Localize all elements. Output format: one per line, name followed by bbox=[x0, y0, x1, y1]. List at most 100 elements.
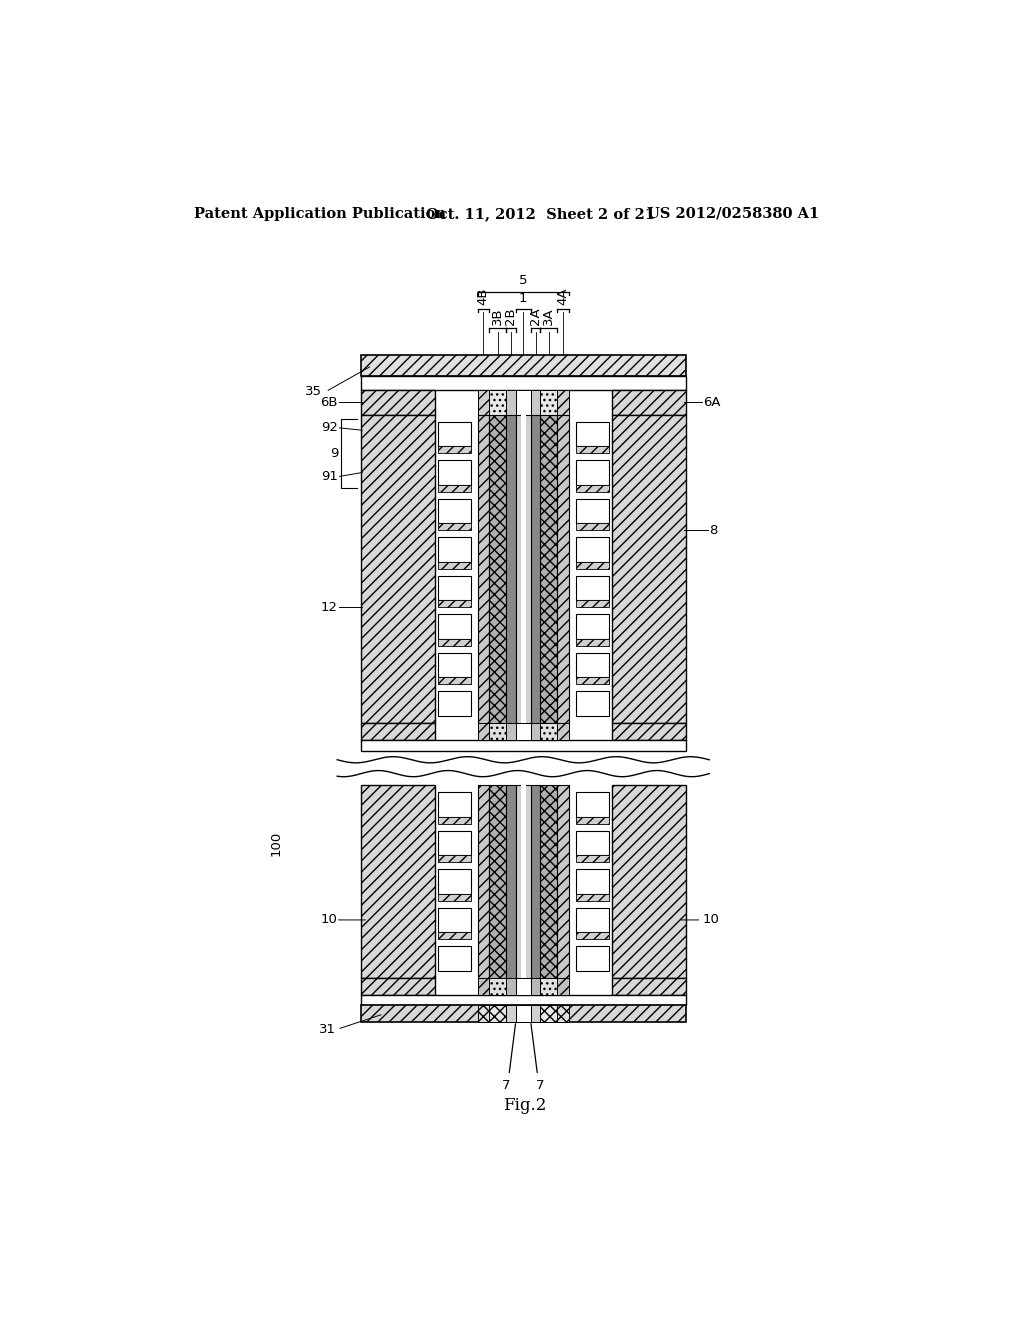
Text: 3A: 3A bbox=[543, 308, 555, 325]
Bar bbox=[575, 499, 608, 523]
Bar bbox=[489, 723, 506, 739]
Bar bbox=[575, 855, 608, 862]
Bar bbox=[521, 785, 525, 978]
Bar bbox=[506, 391, 515, 414]
Text: 6A: 6A bbox=[703, 396, 721, 409]
Bar bbox=[575, 446, 608, 453]
Bar bbox=[515, 391, 531, 414]
Bar bbox=[438, 946, 471, 970]
Bar bbox=[438, 894, 471, 900]
Bar bbox=[360, 355, 686, 376]
Text: 5: 5 bbox=[519, 275, 527, 286]
Bar bbox=[531, 1006, 541, 1022]
Text: 7: 7 bbox=[536, 1078, 545, 1092]
Text: 4B: 4B bbox=[477, 288, 489, 305]
Text: 12: 12 bbox=[321, 601, 337, 614]
Bar bbox=[575, 792, 608, 817]
Bar bbox=[477, 978, 489, 995]
Bar bbox=[438, 601, 471, 607]
Bar bbox=[541, 1006, 557, 1022]
Bar bbox=[575, 908, 608, 932]
Bar bbox=[557, 978, 569, 995]
Bar bbox=[360, 376, 686, 391]
Bar bbox=[575, 601, 608, 607]
Bar bbox=[557, 1006, 569, 1022]
Bar bbox=[360, 785, 435, 978]
Bar bbox=[506, 723, 515, 739]
Bar bbox=[360, 391, 435, 414]
Bar bbox=[438, 461, 471, 484]
Bar bbox=[521, 414, 525, 723]
Bar bbox=[489, 1006, 506, 1022]
Bar bbox=[360, 414, 435, 723]
Bar bbox=[515, 978, 531, 995]
Bar bbox=[438, 677, 471, 684]
Text: 100: 100 bbox=[270, 830, 283, 855]
Bar bbox=[575, 653, 608, 677]
Bar bbox=[360, 995, 686, 1006]
Bar bbox=[438, 908, 471, 932]
Bar bbox=[438, 639, 471, 645]
Text: Fig.2: Fig.2 bbox=[503, 1097, 547, 1114]
Text: Oct. 11, 2012  Sheet 2 of 21: Oct. 11, 2012 Sheet 2 of 21 bbox=[426, 207, 655, 220]
Text: 10: 10 bbox=[321, 913, 337, 927]
Bar bbox=[506, 1006, 515, 1022]
Bar bbox=[611, 978, 686, 995]
Bar bbox=[477, 414, 489, 723]
Bar bbox=[438, 446, 471, 453]
Text: 10: 10 bbox=[703, 913, 720, 927]
Bar bbox=[360, 978, 435, 995]
Bar bbox=[541, 414, 557, 723]
Text: 35: 35 bbox=[305, 385, 322, 399]
Bar bbox=[489, 391, 506, 414]
Bar bbox=[611, 391, 686, 414]
Bar bbox=[477, 785, 489, 978]
Bar bbox=[477, 391, 489, 414]
Bar bbox=[611, 785, 686, 978]
Bar bbox=[575, 576, 608, 601]
Text: 9: 9 bbox=[330, 446, 338, 459]
Bar bbox=[506, 414, 515, 723]
Bar bbox=[438, 499, 471, 523]
Bar bbox=[531, 978, 541, 995]
Bar bbox=[557, 414, 569, 723]
Text: 7: 7 bbox=[502, 1078, 510, 1092]
Bar bbox=[438, 932, 471, 940]
Bar bbox=[575, 422, 608, 446]
Text: 91: 91 bbox=[322, 470, 338, 483]
Text: 4A: 4A bbox=[557, 288, 569, 305]
Bar bbox=[438, 830, 471, 855]
Bar bbox=[489, 785, 506, 978]
Text: 2A: 2A bbox=[529, 308, 542, 325]
Text: US 2012/0258380 A1: US 2012/0258380 A1 bbox=[647, 207, 819, 220]
Bar bbox=[438, 855, 471, 862]
Bar bbox=[557, 391, 569, 414]
Bar bbox=[515, 1006, 531, 1022]
Bar bbox=[438, 869, 471, 894]
Text: 8: 8 bbox=[710, 524, 718, 537]
Bar bbox=[575, 830, 608, 855]
Bar bbox=[360, 739, 686, 751]
Bar bbox=[575, 461, 608, 484]
Bar bbox=[506, 785, 515, 978]
Bar bbox=[515, 723, 531, 739]
Text: 92: 92 bbox=[322, 421, 338, 434]
Bar bbox=[575, 817, 608, 824]
Bar bbox=[438, 692, 471, 715]
Bar bbox=[438, 562, 471, 569]
Text: 3B: 3B bbox=[492, 308, 504, 325]
Bar bbox=[438, 614, 471, 639]
Bar bbox=[541, 785, 557, 978]
Bar bbox=[541, 391, 557, 414]
Bar bbox=[477, 723, 489, 739]
Bar bbox=[575, 562, 608, 569]
Text: 1: 1 bbox=[519, 293, 527, 305]
Bar bbox=[541, 723, 557, 739]
Bar bbox=[489, 414, 506, 723]
Bar bbox=[438, 653, 471, 677]
Bar bbox=[438, 422, 471, 446]
Bar bbox=[611, 414, 686, 723]
Bar bbox=[489, 978, 506, 995]
Text: Patent Application Publication: Patent Application Publication bbox=[194, 207, 445, 220]
Text: 2B: 2B bbox=[505, 308, 517, 325]
